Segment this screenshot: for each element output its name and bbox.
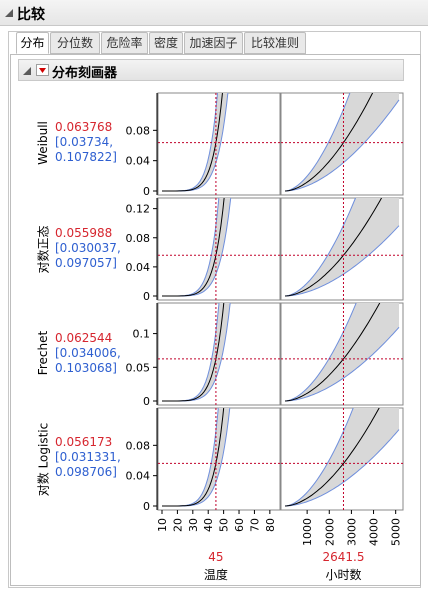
x-tick-label: 30 [187,518,200,532]
prediction-curve [284,198,383,297]
tab-hazard[interactable]: 危险率 [101,32,148,54]
x-tick-label: 2000 [323,518,336,546]
prediction-curve [162,198,225,297]
y-tick-label: 0.08 [126,439,151,452]
y-tick-label: 0 [143,185,150,198]
factor-current-value[interactable]: 45 [208,550,223,564]
confidence-interval-low: [0.034006, [55,346,121,360]
y-tick-label: 0 [143,290,150,303]
confidence-band [285,408,399,506]
confidence-interval-high: 0.103068] [55,361,117,375]
factor-name-label: 温度 [204,567,228,582]
y-tick-label: 0.04 [126,261,151,274]
upper-confidence-line [284,93,351,192]
y-tick-label: 0.08 [126,232,151,245]
x-tick-label: 3000 [345,518,358,546]
confidence-band [162,303,231,401]
confidence-band [162,408,230,506]
x-tick-label: 40 [202,518,215,532]
estimate-block-loglogistic: 0.056173 [0.031331, 0.098706] [55,435,121,480]
factor-name-label: 小时数 [325,567,361,582]
x-tick-label: 1000 [301,518,314,546]
confidence-band [162,198,231,296]
profiler-title-bar: 分布刻画器 [18,59,404,81]
confidence-interval-low: [0.030037, [55,241,121,255]
tab-quantile[interactable]: 分位数 [50,32,100,54]
estimate-block-frechet: 0.062544 [0.034006, 0.103068] [55,331,121,376]
y-tick-label: 0.05 [126,361,151,374]
collapse-triangle-icon[interactable] [4,8,14,18]
lower-confidence-line [284,429,400,507]
confidence-band [285,303,399,401]
y-tick-label: 0.04 [126,155,151,168]
factor-current-value[interactable]: 2641.5 [322,550,364,564]
prediction-curve [284,408,380,507]
estimate-value: 0.062544 [55,331,113,345]
x-tick-label: 20 [171,518,184,532]
y-tick-label: 0.04 [126,470,151,483]
x-tick-label: 4000 [368,518,381,546]
report-title: 比较 [17,7,45,23]
lower-confidence-line [284,326,400,402]
confidence-band [162,93,228,191]
upper-confidence-line [284,408,354,507]
report-title-bar: 比较 [0,0,428,26]
estimate-value: 0.055988 [55,226,113,240]
prediction-curve [162,93,223,192]
lower-confidence-line [284,99,400,192]
red-triangle-menu-icon[interactable] [36,64,49,76]
estimate-value: 0.063768 [55,120,113,134]
x-tick-label: 50 [218,518,231,532]
y-tick-label: 0.12 [126,203,151,216]
y-tick-label: 0 [143,395,150,408]
prediction-curve [284,303,381,402]
tab-comparison-criteria[interactable]: 比较准则 [244,32,306,54]
x-tick-label: 5000 [390,518,403,546]
lower-confidence-line [284,225,400,297]
x-tick-label: 10 [156,518,169,532]
upper-confidence-line [284,303,357,402]
confidence-interval-low: [0.031331, [55,450,121,464]
prediction-curve [162,303,225,402]
tab-density[interactable]: 密度 [149,32,183,54]
confidence-interval-high: 0.107822] [55,150,117,164]
confidence-interval-low: [0.03734, [55,135,114,149]
x-tick-label: 60 [233,518,246,532]
tab-acceleration-factor[interactable]: 加速因子 [184,32,243,54]
upper-confidence-line [284,198,357,297]
estimate-value: 0.056173 [55,435,113,449]
x-tick-label: 70 [248,518,261,532]
collapse-triangle-icon[interactable] [22,66,32,76]
x-tick-label: 80 [264,518,277,532]
tab-distribution[interactable]: 分布 [16,32,49,54]
confidence-band [285,93,399,191]
y-tick-label: 0 [143,500,150,513]
estimate-block-lognormal: 0.055988 [0.030037, 0.097057] [55,226,121,271]
prediction-curve [162,408,225,507]
estimate-block-weibull: 0.063768 [0.03734, 0.107822] [55,120,117,165]
confidence-band [285,198,399,296]
y-tick-label: 0.08 [126,124,151,137]
prediction-curve [284,93,374,192]
confidence-interval-high: 0.097057] [55,256,117,270]
y-tick-label: 0.1 [133,328,151,341]
confidence-interval-high: 0.098706] [55,465,117,479]
profiler-title: 分布刻画器 [52,66,118,81]
